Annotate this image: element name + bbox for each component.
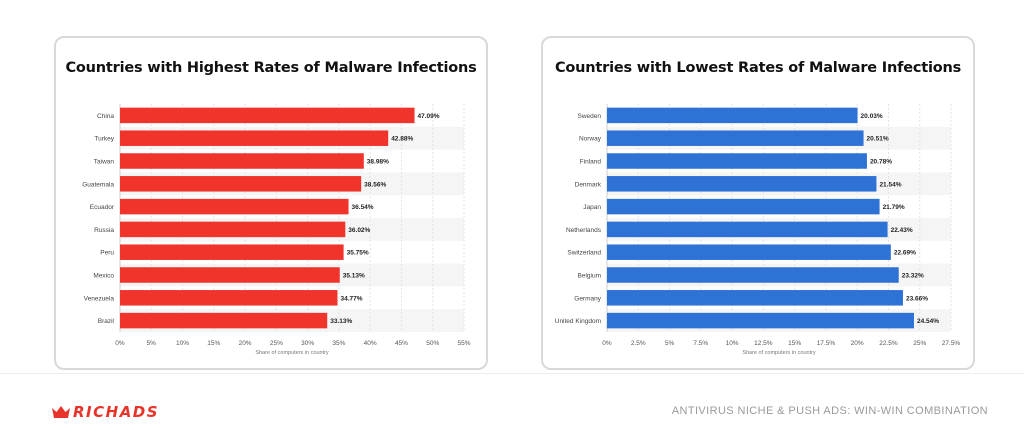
data-label: 38.56%	[364, 181, 386, 188]
x-tick-label: 15%	[207, 340, 220, 347]
data-label: 36.54%	[352, 204, 374, 211]
bar-brazil	[120, 312, 328, 329]
x-tick-label: 27.5%	[942, 340, 961, 347]
chart-card-lowest: Countries with Lowest Rates of Malware I…	[541, 36, 975, 370]
bar-russia	[120, 221, 346, 238]
x-tick-label: 7.5%	[693, 340, 708, 347]
data-label: 21.54%	[879, 181, 901, 188]
chart-card-highest: Countries with Highest Rates of Malware …	[54, 36, 488, 370]
bar-chart-highest: China 47.09% Turkey 42.88% Taiwan 38.98% Guate…	[82, 104, 471, 356]
bar-united-kingdom	[607, 312, 914, 329]
data-label: 23.66%	[906, 295, 928, 302]
category-label: Venezuela	[84, 295, 115, 302]
bar-china	[120, 107, 415, 124]
x-tick-label: 30%	[301, 340, 314, 347]
category-label: Mexico	[93, 273, 114, 280]
data-label: 34.77%	[340, 295, 362, 302]
bar-guatemala	[120, 176, 362, 192]
chart-title: Countries with Highest Rates of Malware …	[65, 60, 477, 76]
x-tick-label: 10%	[726, 340, 739, 347]
data-label: 20.51%	[867, 136, 889, 143]
bar-japan	[607, 198, 880, 215]
category-label: Norway	[579, 136, 602, 143]
brand-logo[interactable]: RICHADS	[52, 403, 159, 421]
bar-switzerland	[607, 244, 891, 260]
x-tick-label: 20%	[239, 340, 252, 347]
x-tick-label: 5%	[147, 340, 157, 347]
data-label: 33.13%	[330, 318, 352, 325]
category-label: Peru	[100, 250, 114, 257]
x-axis-title: Share of computers in country	[742, 350, 816, 356]
category-label: Denmark	[575, 181, 602, 188]
x-tick-label: 25%	[913, 340, 926, 347]
crown-icon	[52, 406, 70, 418]
bar-denmark	[607, 176, 877, 192]
category-label: Turkey	[94, 136, 114, 143]
x-tick-label: 25%	[270, 340, 283, 347]
data-label: 20.78%	[870, 159, 892, 166]
data-label: 42.88%	[391, 136, 413, 143]
bar-germany	[607, 290, 903, 306]
bar-belgium	[607, 267, 899, 283]
category-label: Netherlands	[566, 227, 602, 234]
bar-peru	[120, 244, 344, 260]
x-tick-label: 45%	[395, 340, 408, 347]
bar-taiwan	[120, 153, 364, 169]
x-tick-label: 22.5%	[879, 340, 898, 347]
bar-turkey	[120, 130, 389, 146]
data-label: 35.75%	[347, 250, 369, 257]
x-tick-label: 17.5%	[817, 340, 836, 347]
bar-norway	[607, 130, 864, 146]
x-tick-label: 55%	[457, 340, 470, 347]
bar-sweden	[607, 107, 858, 124]
category-label: Finland	[580, 159, 602, 166]
x-axis-title: Share of computers in country	[255, 350, 329, 356]
x-tick-label: 0%	[115, 340, 125, 347]
x-tick-label: 10%	[176, 340, 189, 347]
category-label: Switzerland	[567, 250, 601, 257]
bar-finland	[607, 153, 867, 169]
bar-mexico	[120, 267, 340, 283]
data-label: 36.02%	[348, 227, 370, 234]
footer-divider	[0, 373, 1024, 374]
category-label: Sweden	[578, 113, 602, 120]
footer-tagline: ANTIVIRUS NICHE & PUSH ADS: WIN-WIN COMB…	[671, 405, 988, 417]
brand-name: RICHADS	[73, 403, 160, 421]
bar-venezuela	[120, 290, 338, 306]
category-label: Japan	[583, 204, 601, 211]
data-label: 22.43%	[891, 227, 913, 234]
x-tick-label: 2.5%	[631, 340, 646, 347]
x-tick-label: 35%	[332, 340, 345, 347]
x-tick-label: 5%	[665, 340, 675, 347]
category-label: Guatemala	[82, 181, 114, 188]
category-label: Germany	[574, 295, 601, 302]
category-label: Brazil	[98, 318, 115, 325]
x-tick-label: 15%	[788, 340, 801, 347]
category-label: Ecuador	[90, 204, 115, 211]
x-tick-label: 20%	[851, 340, 864, 347]
bar-chart-lowest: Sweden 20.03% Norway 20.51% Finland 20.78% Den…	[555, 104, 961, 356]
chart-title: Countries with Lowest Rates of Malware I…	[554, 60, 962, 76]
category-label: United Kingdom	[555, 318, 601, 325]
bar-ecuador	[120, 198, 349, 215]
data-label: 24.54%	[917, 318, 939, 325]
data-label: 47.09%	[418, 113, 440, 120]
x-tick-label: 12.5%	[754, 340, 773, 347]
data-label: 23.32%	[902, 273, 924, 280]
data-label: 20.03%	[861, 113, 883, 120]
data-label: 38.98%	[367, 159, 389, 166]
category-label: Belgium	[578, 273, 601, 280]
bar-netherlands	[607, 221, 888, 238]
category-label: Taiwan	[94, 159, 115, 166]
x-tick-label: 50%	[426, 340, 439, 347]
category-label: China	[97, 113, 114, 120]
x-tick-label: 40%	[364, 340, 377, 347]
data-label: 22.69%	[894, 250, 916, 257]
category-label: Russia	[94, 227, 114, 234]
data-label: 35.13%	[343, 273, 365, 280]
x-tick-label: 0%	[602, 340, 612, 347]
data-label: 21.79%	[883, 204, 905, 211]
